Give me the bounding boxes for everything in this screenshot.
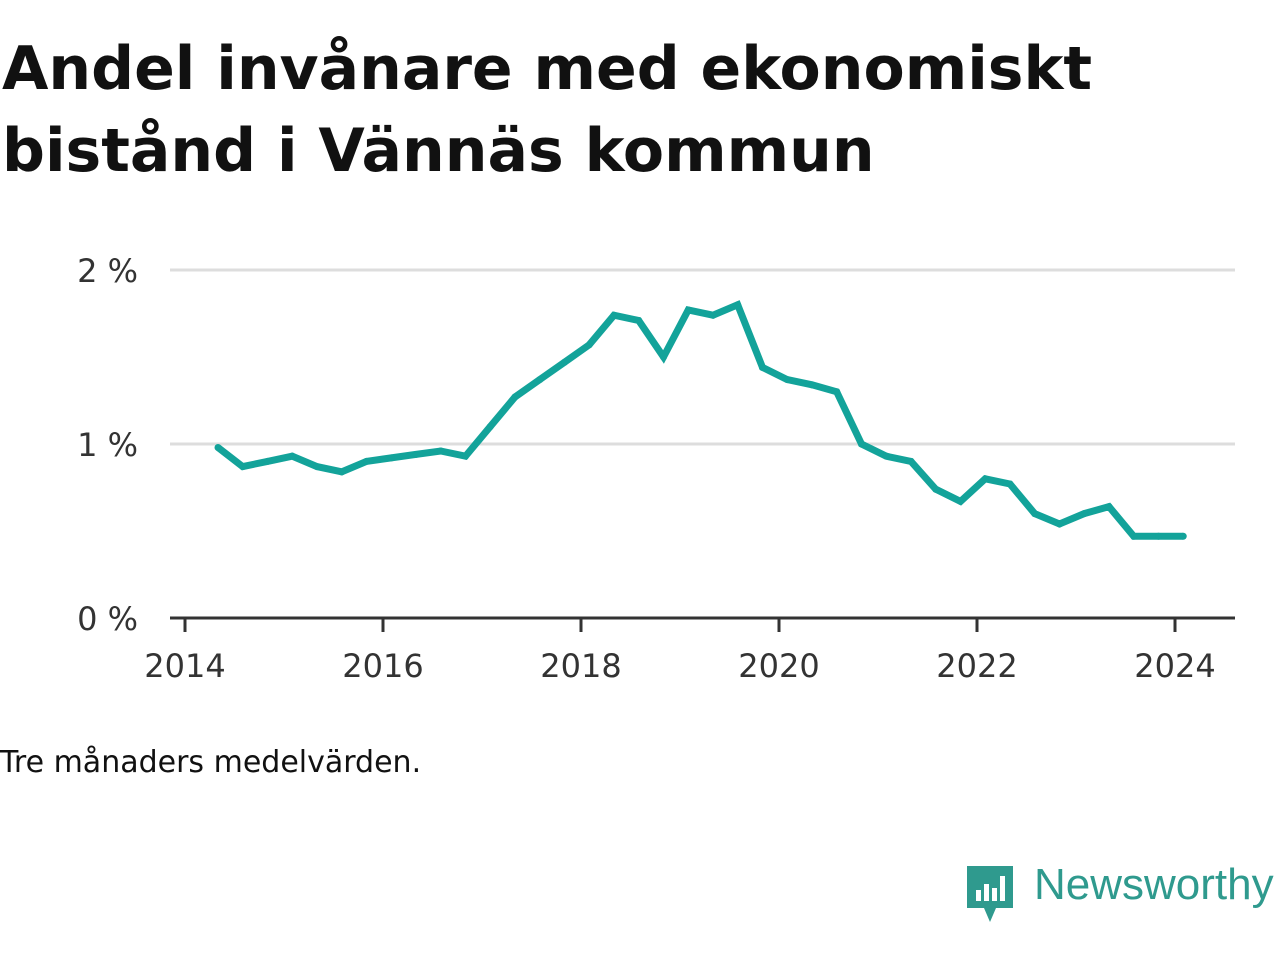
data-point	[808, 381, 816, 389]
data-point	[511, 393, 519, 401]
data-point	[585, 341, 593, 349]
series-group	[214, 300, 1187, 540]
data-point	[907, 457, 915, 465]
data-point	[462, 452, 469, 460]
data-point	[1080, 510, 1088, 518]
data-point	[288, 452, 296, 460]
x-tick-label: 2018	[540, 647, 621, 685]
x-tick-label: 2016	[342, 647, 423, 685]
data-point	[684, 306, 692, 314]
y-axis: 0 % 1 % 2 %	[77, 252, 138, 638]
data-point	[264, 457, 271, 465]
chart-caption: Tre månaders medelvärden.	[0, 745, 422, 780]
data-point	[561, 358, 568, 366]
data-point	[387, 454, 395, 462]
data-point	[412, 450, 420, 458]
data-point	[1006, 480, 1014, 488]
x-tick-label: 2020	[738, 647, 819, 685]
grid-lines	[170, 268, 1235, 446]
data-point	[610, 311, 618, 319]
data-point	[313, 463, 321, 471]
data-point	[1105, 503, 1113, 511]
data-point	[536, 376, 544, 384]
newsworthy-logo-icon	[967, 866, 1013, 922]
data-point	[1155, 532, 1162, 540]
x-tick-label: 2022	[936, 647, 1017, 685]
data-point	[932, 485, 940, 493]
data-point	[363, 457, 370, 465]
data-point	[833, 388, 841, 396]
chart-title: Andel invånare med ekonomiskt bistånd i …	[2, 34, 1093, 186]
x-axis: 2014 2016 2018 2020 2022 2024	[144, 616, 1235, 685]
data-point	[1056, 520, 1063, 528]
y-tick-label: 1 %	[77, 426, 138, 464]
data-point	[709, 311, 717, 319]
data-point	[1179, 532, 1187, 540]
brand-name: Newsworthy	[1034, 860, 1274, 909]
y-tick-label: 2 %	[77, 252, 138, 290]
data-point	[957, 497, 964, 505]
data-point	[882, 452, 890, 460]
brand-logo: Newsworthy	[964, 860, 1274, 924]
data-point	[437, 447, 445, 455]
data-point	[660, 353, 667, 361]
data-point	[338, 468, 346, 476]
x-tick-label: 2024	[1134, 647, 1215, 685]
data-point	[783, 376, 791, 384]
x-tick-label: 2014	[144, 647, 225, 685]
data-point	[858, 440, 865, 448]
data-point	[759, 363, 766, 371]
data-point	[635, 316, 643, 324]
data-point	[1031, 510, 1039, 518]
data-point	[239, 463, 247, 471]
data-point	[981, 475, 989, 483]
data-point	[214, 443, 222, 451]
data-point	[1130, 532, 1138, 540]
series-line	[215, 300, 1184, 540]
data-point	[486, 423, 494, 431]
y-tick-label: 0 %	[77, 600, 138, 638]
data-point	[734, 301, 742, 309]
line-chart: 0 % 1 % 2 % 2014 2016 2018 2020 2022 2024	[77, 252, 1235, 685]
